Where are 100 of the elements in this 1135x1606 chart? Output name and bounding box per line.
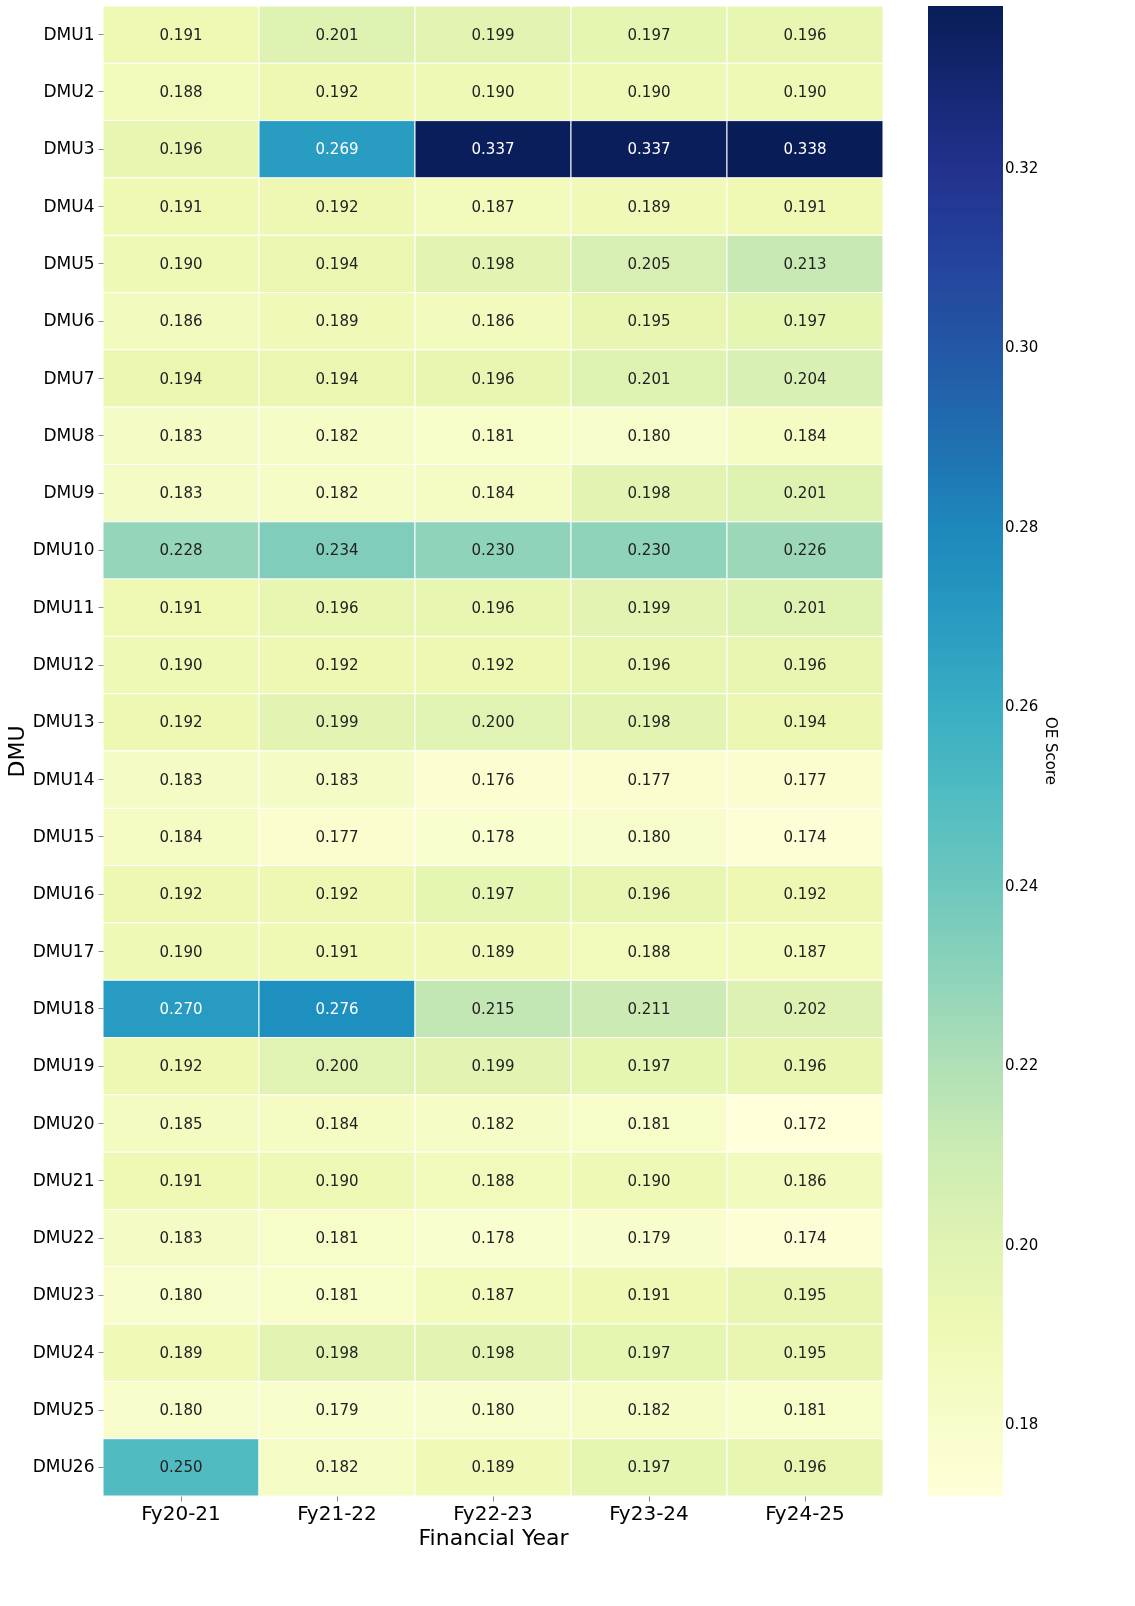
- data-label: 0.226: [783, 541, 827, 560]
- y-tick-label: DMU12: [32, 654, 95, 675]
- y-tick-label: DMU14: [32, 768, 95, 789]
- data-label: 0.230: [471, 541, 515, 560]
- data-label: 0.196: [471, 369, 515, 388]
- data-label: 0.186: [471, 312, 515, 331]
- data-label: 0.186: [783, 1171, 827, 1190]
- data-label: 0.190: [627, 1171, 671, 1190]
- data-label: 0.191: [159, 598, 203, 617]
- data-label: 0.191: [159, 25, 203, 44]
- data-label: 0.195: [783, 1286, 827, 1305]
- data-label: 0.191: [783, 197, 827, 216]
- data-label: 0.196: [627, 885, 671, 904]
- color-bar-label: 0.24: [1005, 876, 1039, 895]
- data-label: 0.182: [315, 1458, 359, 1477]
- data-label: 0.181: [783, 1401, 827, 1420]
- color-bar-label: 0.20: [1005, 1235, 1039, 1254]
- color-bar-label: 0.22: [1005, 1056, 1039, 1075]
- data-label: 0.196: [315, 598, 359, 617]
- data-label: 0.190: [783, 82, 827, 101]
- y-tick-label: DMU6: [43, 310, 95, 331]
- y-tick-label: DMU8: [43, 424, 95, 445]
- data-label: 0.182: [627, 1401, 671, 1420]
- data-label: 0.177: [627, 770, 671, 789]
- data-label: 0.197: [627, 1057, 671, 1076]
- data-label: 0.196: [627, 656, 671, 675]
- data-label: 0.196: [783, 25, 827, 44]
- data-label: 0.198: [627, 484, 671, 503]
- data-label: 0.178: [471, 1229, 515, 1248]
- y-tick-label: DMU22: [32, 1227, 95, 1248]
- data-label: 0.190: [159, 942, 203, 961]
- data-label: 0.191: [315, 942, 359, 961]
- data-label: 0.194: [315, 369, 359, 388]
- y-tick-label: DMU13: [32, 711, 95, 732]
- data-label: 0.190: [627, 82, 671, 101]
- data-label: 0.182: [315, 426, 359, 445]
- data-label: 0.192: [315, 885, 359, 904]
- data-label: 0.201: [783, 598, 827, 617]
- data-label: 0.192: [315, 656, 359, 675]
- data-label: 0.337: [471, 140, 515, 159]
- data-label: 0.189: [471, 942, 515, 961]
- data-label: 0.184: [315, 1114, 359, 1133]
- data-label: 0.177: [315, 827, 359, 846]
- x-tick-label: Fy20-21: [141, 1500, 221, 1525]
- data-label: 0.195: [627, 312, 671, 331]
- color-bar-label: 0.26: [1005, 697, 1039, 716]
- data-label: 0.176: [471, 770, 515, 789]
- data-label: 0.172: [783, 1114, 827, 1133]
- color-bar-label: 0.18: [1005, 1415, 1039, 1434]
- y-tick-label: DMU10: [32, 539, 95, 560]
- data-label: 0.182: [471, 1114, 515, 1133]
- data-label: 0.199: [471, 25, 515, 44]
- data-label: 0.178: [471, 827, 515, 846]
- data-label: 0.337: [627, 140, 671, 159]
- data-label: 0.188: [159, 82, 203, 101]
- data-label: 0.204: [783, 369, 827, 388]
- x-tick-label: Fy22-23: [453, 1500, 533, 1525]
- data-label: 0.192: [783, 885, 827, 904]
- data-label: 0.199: [315, 713, 359, 732]
- data-label: 0.197: [471, 885, 515, 904]
- data-label: 0.194: [159, 369, 203, 388]
- y-tick-label: DMU9: [43, 482, 95, 503]
- data-label: 0.230: [627, 541, 671, 560]
- data-label: 0.174: [783, 827, 827, 846]
- data-label: 0.205: [627, 254, 671, 273]
- data-label: 0.194: [783, 713, 827, 732]
- data-label: 0.198: [627, 713, 671, 732]
- data-label: 0.200: [315, 1057, 359, 1076]
- x-axis-title: Financial Year: [418, 1524, 570, 1550]
- y-tick-label: DMU11: [32, 596, 95, 617]
- data-label: 0.201: [627, 369, 671, 388]
- data-label: 0.180: [627, 827, 671, 846]
- data-label: 0.183: [159, 1229, 203, 1248]
- y-tick-label: DMU21: [32, 1169, 95, 1190]
- y-tick-label: DMU5: [43, 252, 95, 273]
- data-label: 0.196: [783, 1458, 827, 1477]
- y-tick-label: DMU4: [43, 195, 95, 216]
- data-label: 0.192: [315, 82, 359, 101]
- data-label: 0.183: [315, 770, 359, 789]
- data-label: 0.189: [315, 312, 359, 331]
- data-label: 0.196: [159, 140, 203, 159]
- y-tick-label: DMU16: [32, 883, 95, 904]
- data-label: 0.197: [627, 1343, 671, 1362]
- data-label: 0.338: [783, 140, 827, 159]
- data-label: 0.194: [315, 254, 359, 273]
- data-label: 0.185: [159, 1114, 203, 1133]
- data-label: 0.270: [159, 999, 203, 1018]
- data-label: 0.197: [627, 1458, 671, 1477]
- data-label: 0.191: [627, 1286, 671, 1305]
- data-label: 0.186: [159, 312, 203, 331]
- data-label: 0.180: [471, 1401, 515, 1420]
- data-label: 0.189: [627, 197, 671, 216]
- data-label: 0.199: [471, 1057, 515, 1076]
- y-tick-label: DMU20: [32, 1112, 95, 1133]
- data-label: 0.180: [627, 426, 671, 445]
- y-tick-label: DMU19: [32, 1055, 95, 1076]
- data-label: 0.191: [159, 197, 203, 216]
- data-label: 0.199: [627, 598, 671, 617]
- data-label: 0.197: [627, 25, 671, 44]
- data-label: 0.250: [159, 1458, 203, 1477]
